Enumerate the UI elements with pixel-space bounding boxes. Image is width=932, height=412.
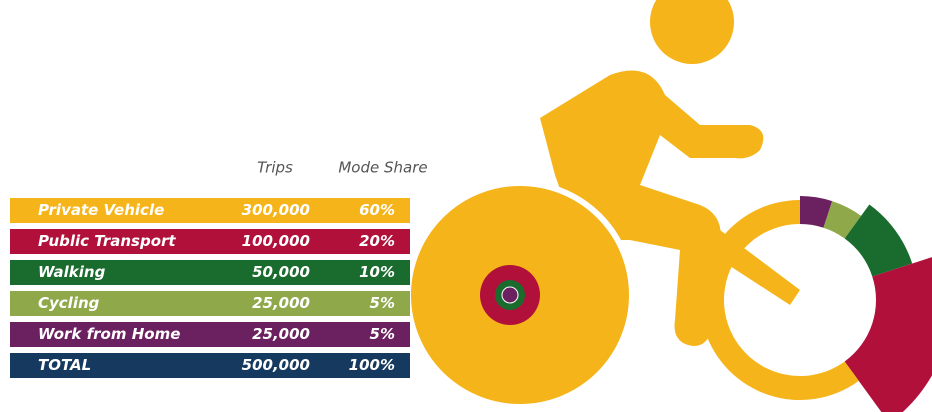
infographic: Trips Mode Share Private Vehicle 300,000 6… [0,0,932,412]
trips: 50,000 [252,263,310,281]
mode-label: TOTAL [38,356,91,374]
trips: 500,000 [242,356,310,374]
header: Mode Share [338,159,427,177]
share: 10% [359,263,395,281]
trips: 100,000 [242,232,310,250]
hub [502,287,518,303]
share: 100% [349,356,395,374]
page: Trips Mode Share Private Vehicle 300,000 6… [0,0,932,412]
donut [700,196,932,412]
mode-label: Walking [38,263,106,281]
trips: 25,000 [252,294,310,312]
trips: 300,000 [242,201,310,219]
mode-label: Public Transport [38,232,176,250]
front-wheel [408,183,632,407]
header: Trips [257,159,293,177]
donut-slice [845,253,932,412]
head [650,0,734,64]
share: 60% [359,201,395,219]
trips: 25,000 [252,325,310,343]
share: 5% [370,325,395,343]
mode-label: Work from Home [38,325,180,343]
share: 5% [370,294,395,312]
mode-label: Cycling [38,294,100,312]
mode-label: Private Vehicle [38,201,164,219]
table: Trips Mode Share Private Vehicle 300,000 6… [10,159,428,379]
share: 20% [359,232,395,250]
